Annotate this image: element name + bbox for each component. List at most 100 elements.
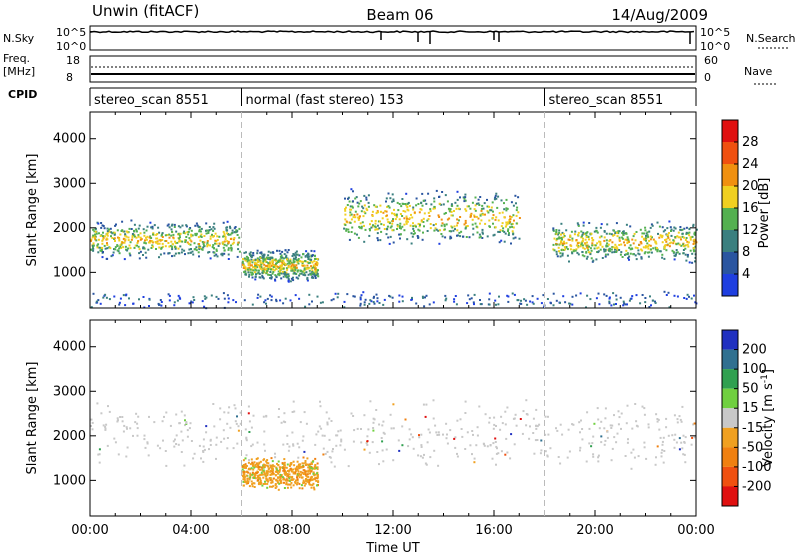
range-cell bbox=[469, 215, 472, 218]
range-cell bbox=[223, 249, 226, 252]
range-cell bbox=[393, 212, 396, 215]
range-cell bbox=[495, 425, 497, 427]
range-cell bbox=[652, 247, 655, 250]
range-cell bbox=[308, 269, 311, 272]
range-cell bbox=[661, 256, 664, 259]
range-cell bbox=[273, 265, 276, 268]
range-cell bbox=[617, 423, 620, 426]
range-cell bbox=[509, 215, 511, 218]
range-cell bbox=[98, 448, 101, 451]
range-cell bbox=[444, 236, 447, 239]
station-title: Unwin (fitACF) bbox=[92, 2, 199, 20]
range-cell bbox=[215, 295, 218, 298]
range-cell bbox=[585, 257, 588, 260]
range-cell bbox=[274, 274, 277, 277]
x-tick-label: 00:00 bbox=[71, 523, 108, 538]
range-cell bbox=[256, 272, 259, 275]
range-cell bbox=[308, 472, 311, 475]
range-cell bbox=[206, 241, 209, 244]
range-cell bbox=[256, 249, 259, 252]
range-cell bbox=[259, 295, 262, 298]
range-cell bbox=[455, 207, 458, 210]
colorbar-tick-label: 24 bbox=[742, 157, 759, 172]
range-cell bbox=[210, 228, 213, 231]
range-cell bbox=[100, 222, 103, 224]
colorbar-swatch bbox=[722, 330, 738, 350]
range-cell bbox=[315, 467, 318, 470]
range-cell bbox=[632, 235, 635, 238]
range-cell bbox=[369, 299, 372, 302]
range-cell bbox=[558, 229, 561, 232]
colorbar-tick-label: -50 bbox=[742, 440, 763, 455]
range-cell bbox=[494, 226, 497, 229]
range-cell bbox=[316, 262, 319, 265]
range-cell bbox=[311, 255, 314, 257]
range-cell bbox=[445, 437, 448, 440]
range-cell bbox=[464, 222, 467, 224]
range-cell bbox=[328, 456, 331, 458]
range-cell bbox=[309, 467, 312, 470]
range-cell bbox=[376, 224, 379, 227]
range-cell bbox=[396, 225, 399, 228]
range-cell bbox=[612, 292, 615, 295]
range-cell bbox=[279, 270, 282, 273]
range-cell bbox=[208, 229, 211, 232]
range-cell bbox=[665, 240, 668, 243]
range-cell bbox=[203, 295, 206, 298]
y-tick-label: 4000 bbox=[53, 340, 86, 355]
range-cell bbox=[205, 232, 208, 235]
x-tick-label: 16:00 bbox=[475, 523, 512, 538]
range-cell bbox=[334, 292, 337, 295]
range-cell bbox=[158, 238, 161, 241]
range-cell bbox=[649, 244, 652, 247]
range-cell bbox=[458, 231, 461, 234]
range-cell bbox=[125, 293, 128, 296]
range-cell bbox=[387, 205, 390, 208]
range-cell bbox=[668, 238, 671, 241]
range-cell bbox=[245, 259, 248, 262]
range-cell bbox=[423, 305, 426, 308]
range-cell bbox=[276, 469, 279, 472]
range-cell bbox=[248, 459, 250, 462]
range-cell bbox=[691, 235, 694, 238]
range-cell bbox=[492, 210, 494, 213]
range-cell bbox=[177, 443, 180, 446]
range-cell bbox=[381, 440, 384, 443]
colorbar-swatch bbox=[722, 164, 738, 186]
range-cell bbox=[180, 410, 183, 413]
range-cell bbox=[464, 226, 467, 229]
range-cell bbox=[106, 247, 109, 250]
range-cell bbox=[351, 226, 354, 229]
range-cell bbox=[658, 428, 661, 431]
range-cell bbox=[260, 481, 263, 484]
range-cell bbox=[286, 473, 289, 475]
range-cell bbox=[628, 258, 630, 261]
range-cell bbox=[196, 224, 199, 227]
range-cell bbox=[626, 441, 629, 444]
range-cell bbox=[278, 466, 281, 469]
range-cell bbox=[427, 218, 430, 221]
range-cell bbox=[386, 225, 389, 228]
range-cell bbox=[270, 274, 272, 277]
range-cell bbox=[257, 476, 259, 479]
range-cell bbox=[304, 461, 307, 464]
range-cell bbox=[270, 457, 273, 460]
range-cell bbox=[584, 243, 587, 246]
range-cell bbox=[613, 234, 616, 236]
range-cell bbox=[363, 224, 365, 227]
range-cell bbox=[180, 251, 183, 254]
range-cell bbox=[473, 461, 476, 464]
range-cell bbox=[437, 464, 440, 467]
range-cell bbox=[472, 301, 475, 304]
range-cell bbox=[308, 468, 311, 471]
range-cell bbox=[212, 244, 215, 247]
range-cell bbox=[446, 433, 448, 436]
range-cell bbox=[575, 239, 578, 241]
range-cell bbox=[618, 416, 621, 419]
range-cell bbox=[415, 197, 418, 200]
range-cell bbox=[550, 302, 552, 305]
range-cell bbox=[246, 477, 249, 480]
range-cell bbox=[198, 248, 201, 251]
range-cell bbox=[186, 435, 189, 438]
range-cell bbox=[660, 455, 663, 458]
